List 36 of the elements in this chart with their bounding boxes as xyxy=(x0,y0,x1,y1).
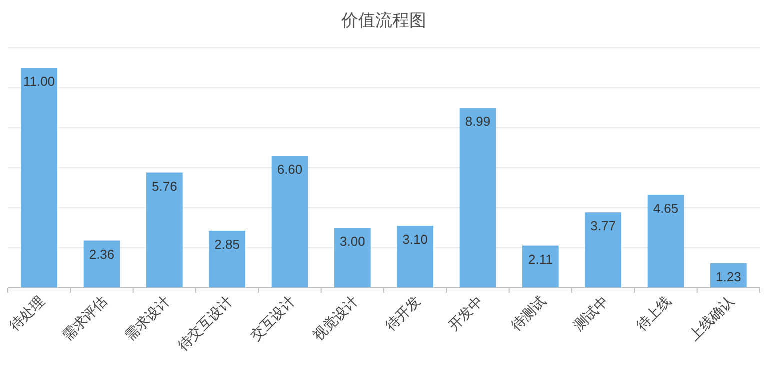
bar xyxy=(460,108,496,288)
bar xyxy=(648,195,684,288)
bar xyxy=(397,226,434,288)
x-tick-label: 需求设计 xyxy=(122,292,173,344)
data-label: 2.36 xyxy=(89,246,115,262)
x-tick-label: 开发中 xyxy=(445,292,486,334)
bar xyxy=(21,68,58,288)
data-label: 11.00 xyxy=(24,74,56,89)
bar xyxy=(272,156,308,288)
data-label: 3.10 xyxy=(402,232,428,247)
bar xyxy=(146,172,183,288)
x-tick-label: 交互设计 xyxy=(247,292,298,344)
bar xyxy=(84,240,120,288)
data-label: 2.11 xyxy=(528,252,553,267)
data-label: 5.76 xyxy=(152,178,178,194)
data-label: 3.77 xyxy=(590,218,616,234)
x-tick-label: 待交互设计 xyxy=(174,292,236,354)
x-tick-label: 待测试 xyxy=(508,292,549,334)
data-label: 1.23 xyxy=(716,269,742,284)
data-label: 8.99 xyxy=(465,114,491,130)
data-label: 3.00 xyxy=(340,234,366,249)
bar xyxy=(334,228,371,288)
bar xyxy=(209,231,246,288)
chart-title: 价值流程图 xyxy=(340,11,426,30)
x-tick-label: 测试中 xyxy=(570,292,612,334)
x-tick-label: 需求评估 xyxy=(59,292,110,344)
data-label: 4.65 xyxy=(653,201,679,216)
x-tick-label: 上线确认 xyxy=(686,292,737,344)
x-tick-label: 待上线 xyxy=(633,292,674,334)
bar xyxy=(585,212,622,288)
x-tick-label: 视觉设计 xyxy=(310,292,361,344)
x-tick-label: 待处理 xyxy=(6,292,48,334)
x-tick-label: 待开发 xyxy=(382,292,424,334)
bar xyxy=(522,246,559,288)
data-label: 6.60 xyxy=(277,162,303,177)
data-label: 2.85 xyxy=(214,237,240,252)
